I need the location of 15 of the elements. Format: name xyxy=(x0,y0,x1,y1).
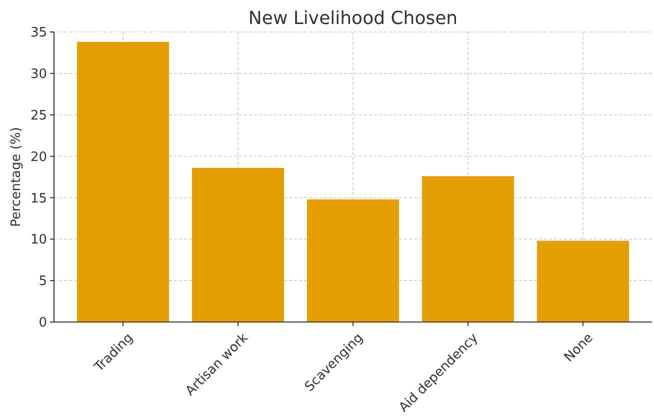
bar xyxy=(192,168,284,322)
bar xyxy=(307,199,399,322)
y-tick-label: 30 xyxy=(30,66,47,82)
y-tick-label: 20 xyxy=(30,150,47,165)
bar xyxy=(537,240,629,322)
y-tick-label: 5 xyxy=(38,274,47,290)
chart-title: New Livelihood Chosen xyxy=(248,8,458,29)
y-axis-title: Percentage (%) xyxy=(9,127,24,227)
y-tick-label: 0 xyxy=(38,316,47,331)
y-tick-label: 25 xyxy=(30,108,47,124)
bar xyxy=(77,42,169,322)
y-tick-label: 10 xyxy=(30,232,47,248)
bar xyxy=(422,176,514,322)
y-tick-label: 15 xyxy=(30,191,47,206)
y-tick-label: 35 xyxy=(30,26,47,41)
